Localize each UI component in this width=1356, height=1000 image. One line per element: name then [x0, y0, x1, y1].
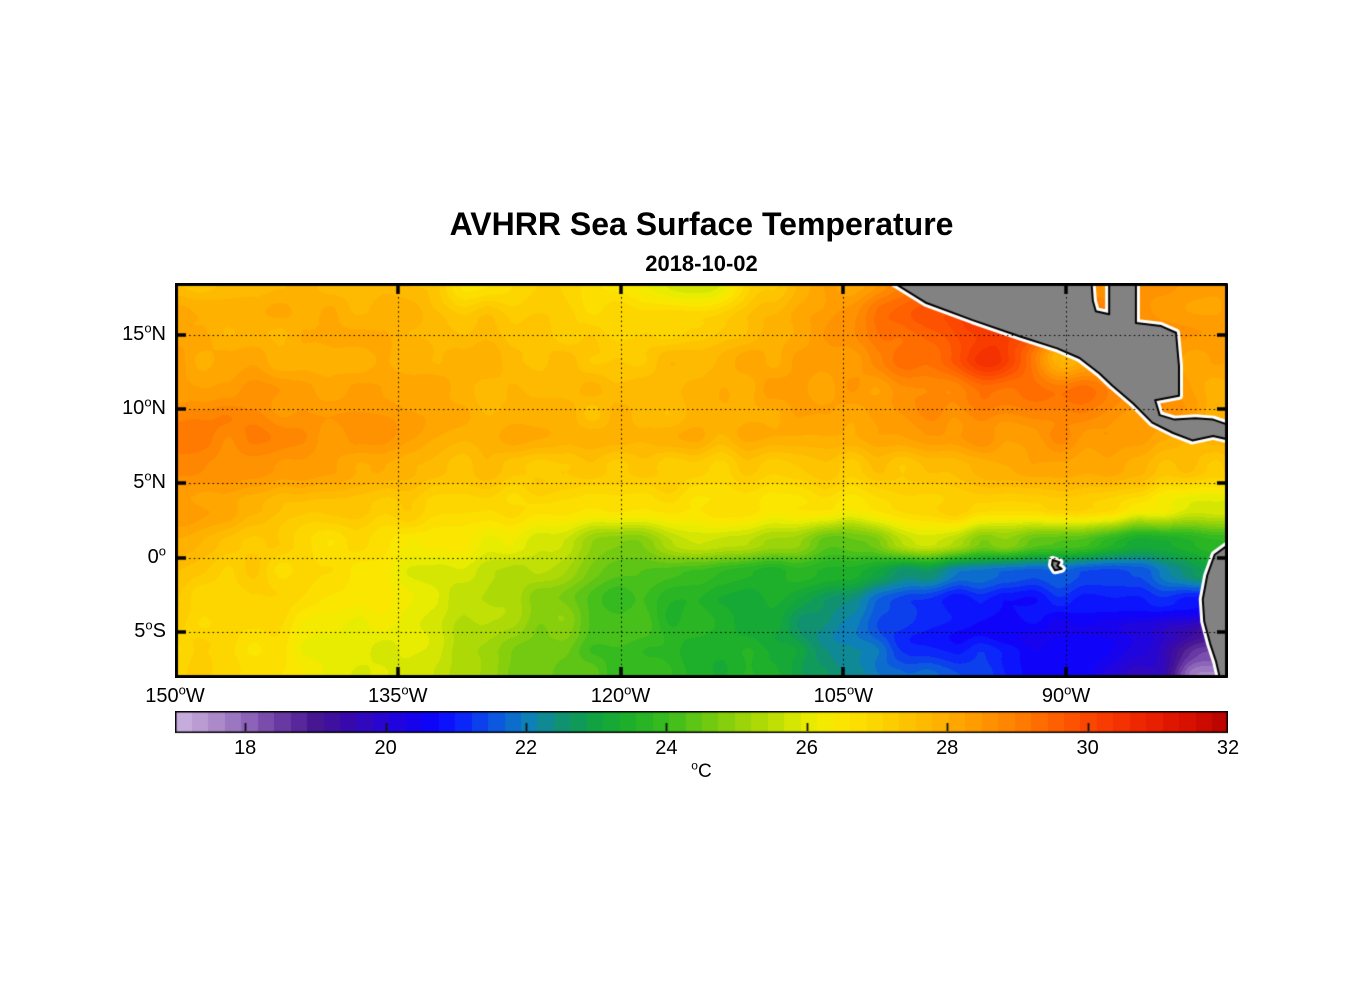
- colorbar-tick-label-26: 26: [795, 737, 818, 759]
- colorbar-tick-label-32: 32: [1216, 737, 1240, 759]
- degree-sup: o: [691, 758, 698, 773]
- y-tick-label-15N: 15oN: [122, 320, 166, 345]
- unit-letter: C: [697, 761, 712, 782]
- plot-title: AVHRR Sea Surface Temperature: [449, 206, 954, 242]
- x-tick-label-120W: 120oW: [590, 682, 651, 707]
- colorbar-tick-label-30: 30: [1076, 737, 1099, 759]
- sst-map-canvas: [175, 283, 1228, 678]
- plot-date-subtitle: 2018-10-02: [645, 251, 758, 276]
- x-tick-label-90W: 90oW: [1041, 682, 1091, 707]
- x-tick-label-135W: 135oW: [368, 682, 428, 707]
- colorbar-tick-label-18: 18: [234, 737, 257, 759]
- colorbar-canvas: [175, 711, 1228, 740]
- y-tick-label-5S: 5oS: [134, 617, 166, 642]
- y-tick-label-5N: 5oN: [133, 468, 166, 494]
- y-tick-label-0: 0o: [147, 543, 166, 568]
- x-tick-label-105W: 105oW: [813, 682, 874, 707]
- colorbar-tick-label-28: 28: [936, 737, 959, 759]
- colorbar-tick-label-22: 22: [514, 737, 538, 759]
- y-tick-label-10N: 10oN: [122, 394, 166, 420]
- x-tick-label-150W: 150oW: [145, 682, 205, 707]
- colorbar-unit-label: oC: [175, 758, 1228, 783]
- colorbar-tick-label-20: 20: [374, 737, 397, 759]
- colorbar-tick-label-24: 24: [655, 737, 678, 759]
